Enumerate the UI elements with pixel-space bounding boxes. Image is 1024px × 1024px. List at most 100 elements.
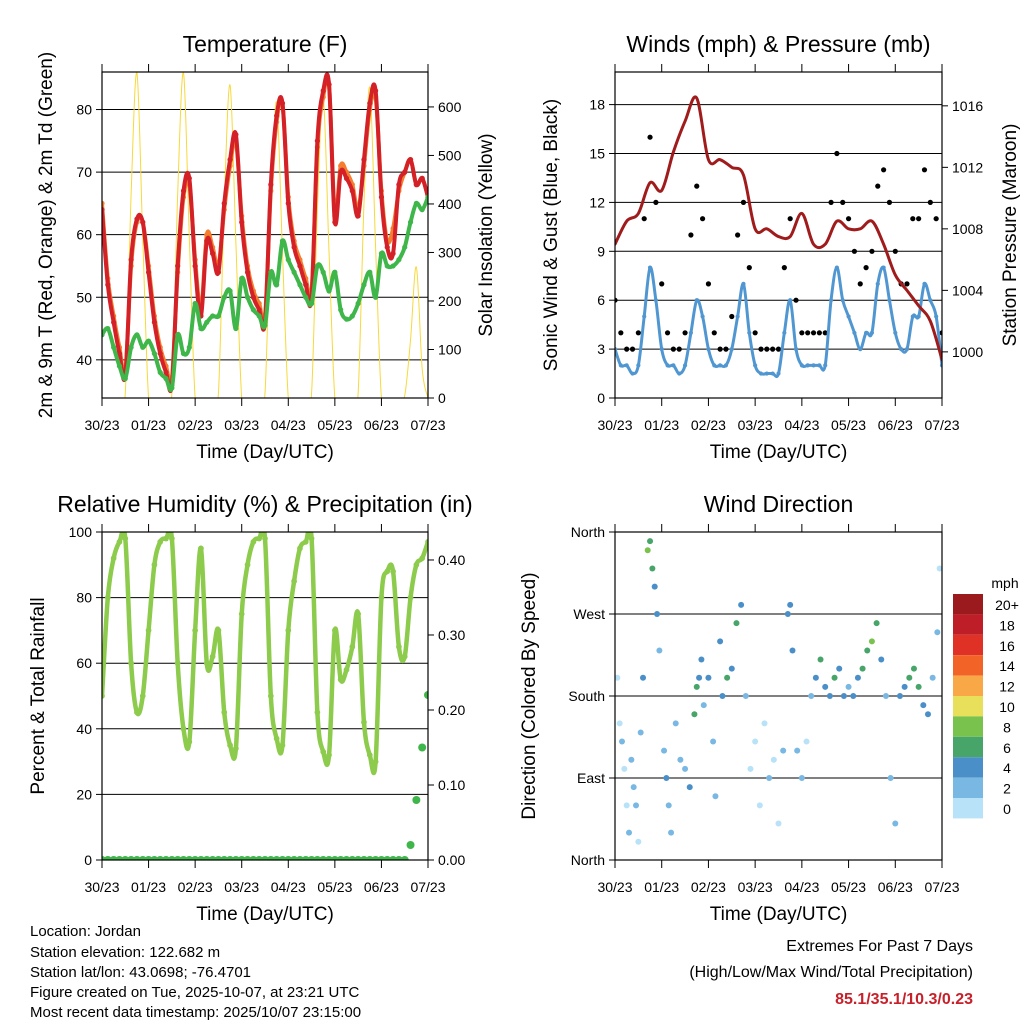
data-point xyxy=(140,219,146,225)
data-point xyxy=(641,216,647,222)
x-tick-label: 03/23 xyxy=(224,879,259,895)
data-point xyxy=(846,314,851,319)
data-point xyxy=(262,322,268,329)
data-point xyxy=(210,250,216,257)
data-point xyxy=(647,538,654,545)
location-text: Location: Jordan xyxy=(30,923,141,940)
data-point xyxy=(647,134,653,140)
data-point xyxy=(878,656,885,663)
data-point xyxy=(390,263,396,269)
x-tick-label: 30/23 xyxy=(597,879,632,895)
plot-frame xyxy=(101,531,429,861)
data-point xyxy=(128,257,134,263)
y-axis-label: Direction (Colored By Speed) xyxy=(519,572,540,819)
data-point xyxy=(244,561,251,568)
data-point xyxy=(826,693,833,699)
y-tick-label: North xyxy=(571,524,605,540)
data-point xyxy=(904,281,910,287)
data-point xyxy=(279,238,286,244)
data-point xyxy=(378,250,385,257)
data-point xyxy=(896,693,903,699)
data-point xyxy=(694,183,700,189)
y2-tick-label: 1016 xyxy=(952,98,983,114)
data-point xyxy=(808,693,815,699)
data-point xyxy=(279,742,286,749)
legend-label: 20+ xyxy=(995,597,1019,613)
data-point xyxy=(256,307,262,313)
data-point xyxy=(128,660,134,667)
y2-axis-label: Solar Insolation (Yellow) xyxy=(476,133,497,336)
data-point xyxy=(337,676,344,683)
data-point xyxy=(396,643,402,650)
data-point xyxy=(424,690,428,699)
y-tick-label: 40 xyxy=(76,352,92,368)
data-point xyxy=(787,601,794,608)
data-point xyxy=(746,265,752,271)
y-tick-label: 50 xyxy=(76,289,92,305)
data-point xyxy=(696,674,703,681)
y-tick-label: East xyxy=(577,770,605,786)
legend-swatch xyxy=(953,614,983,635)
x-tick-label: 05/23 xyxy=(317,879,352,895)
x-axis-label: Time (Day/UTC) xyxy=(710,904,848,925)
data-point xyxy=(693,683,700,690)
legend-label: 10 xyxy=(999,699,1015,715)
data-point xyxy=(338,169,344,175)
data-point xyxy=(845,683,852,690)
y-tick-label: South xyxy=(568,688,605,704)
series-line xyxy=(102,532,428,776)
y-tick-label: 18 xyxy=(589,97,605,113)
data-point xyxy=(719,693,726,699)
data-point xyxy=(698,656,705,663)
data-point xyxy=(742,693,749,699)
data-point xyxy=(169,385,175,391)
data-point xyxy=(633,802,640,809)
data-point xyxy=(407,594,414,601)
data-point xyxy=(828,199,834,205)
data-point xyxy=(169,535,175,542)
data-point xyxy=(933,216,939,222)
x-tick-label: 02/23 xyxy=(178,879,213,895)
data-point xyxy=(215,627,222,634)
data-point xyxy=(285,627,292,634)
extremes-title: Extremes For Past 7 Days xyxy=(786,938,973,955)
y-tick-label: 6 xyxy=(597,292,605,308)
y-tick-label: 15 xyxy=(589,146,605,162)
data-point xyxy=(869,248,875,254)
data-point xyxy=(770,756,777,763)
data-point xyxy=(618,330,624,336)
data-point xyxy=(320,269,326,275)
data-point xyxy=(326,752,332,758)
y2-axis-label: Station Pressure (Maroon) xyxy=(1000,124,1021,347)
data-point xyxy=(406,841,415,849)
data-point xyxy=(314,709,321,716)
data-point xyxy=(615,297,618,303)
data-point xyxy=(822,683,829,690)
legend-label: 14 xyxy=(999,658,1015,674)
data-point xyxy=(227,288,233,294)
data-point xyxy=(735,232,741,238)
data-point xyxy=(840,199,846,205)
data-point xyxy=(373,88,379,94)
data-point xyxy=(906,674,913,681)
data-point xyxy=(922,281,927,286)
y2-tick-label: 0.00 xyxy=(438,852,465,868)
data-point xyxy=(192,263,198,269)
y-tick-label: 70 xyxy=(76,164,92,180)
data-point xyxy=(274,282,280,288)
data-point xyxy=(881,265,886,270)
data-point xyxy=(664,330,671,336)
y-tick-label: West xyxy=(573,606,605,622)
chart-3: Relative Humidity (%) & Precipitation (i… xyxy=(28,491,473,925)
x-tick-label: 01/23 xyxy=(131,417,166,433)
data-point xyxy=(145,627,152,634)
legend-label: 2 xyxy=(1003,781,1011,797)
data-point xyxy=(686,784,693,791)
recent-data-text: Most recent data timestamp: 2025/10/07 2… xyxy=(30,1004,361,1021)
plot-frame xyxy=(614,531,943,861)
data-point xyxy=(630,371,635,376)
data-point xyxy=(642,314,647,319)
data-point xyxy=(198,325,204,332)
data-point xyxy=(723,346,729,352)
series-relative-humidity xyxy=(102,532,428,776)
